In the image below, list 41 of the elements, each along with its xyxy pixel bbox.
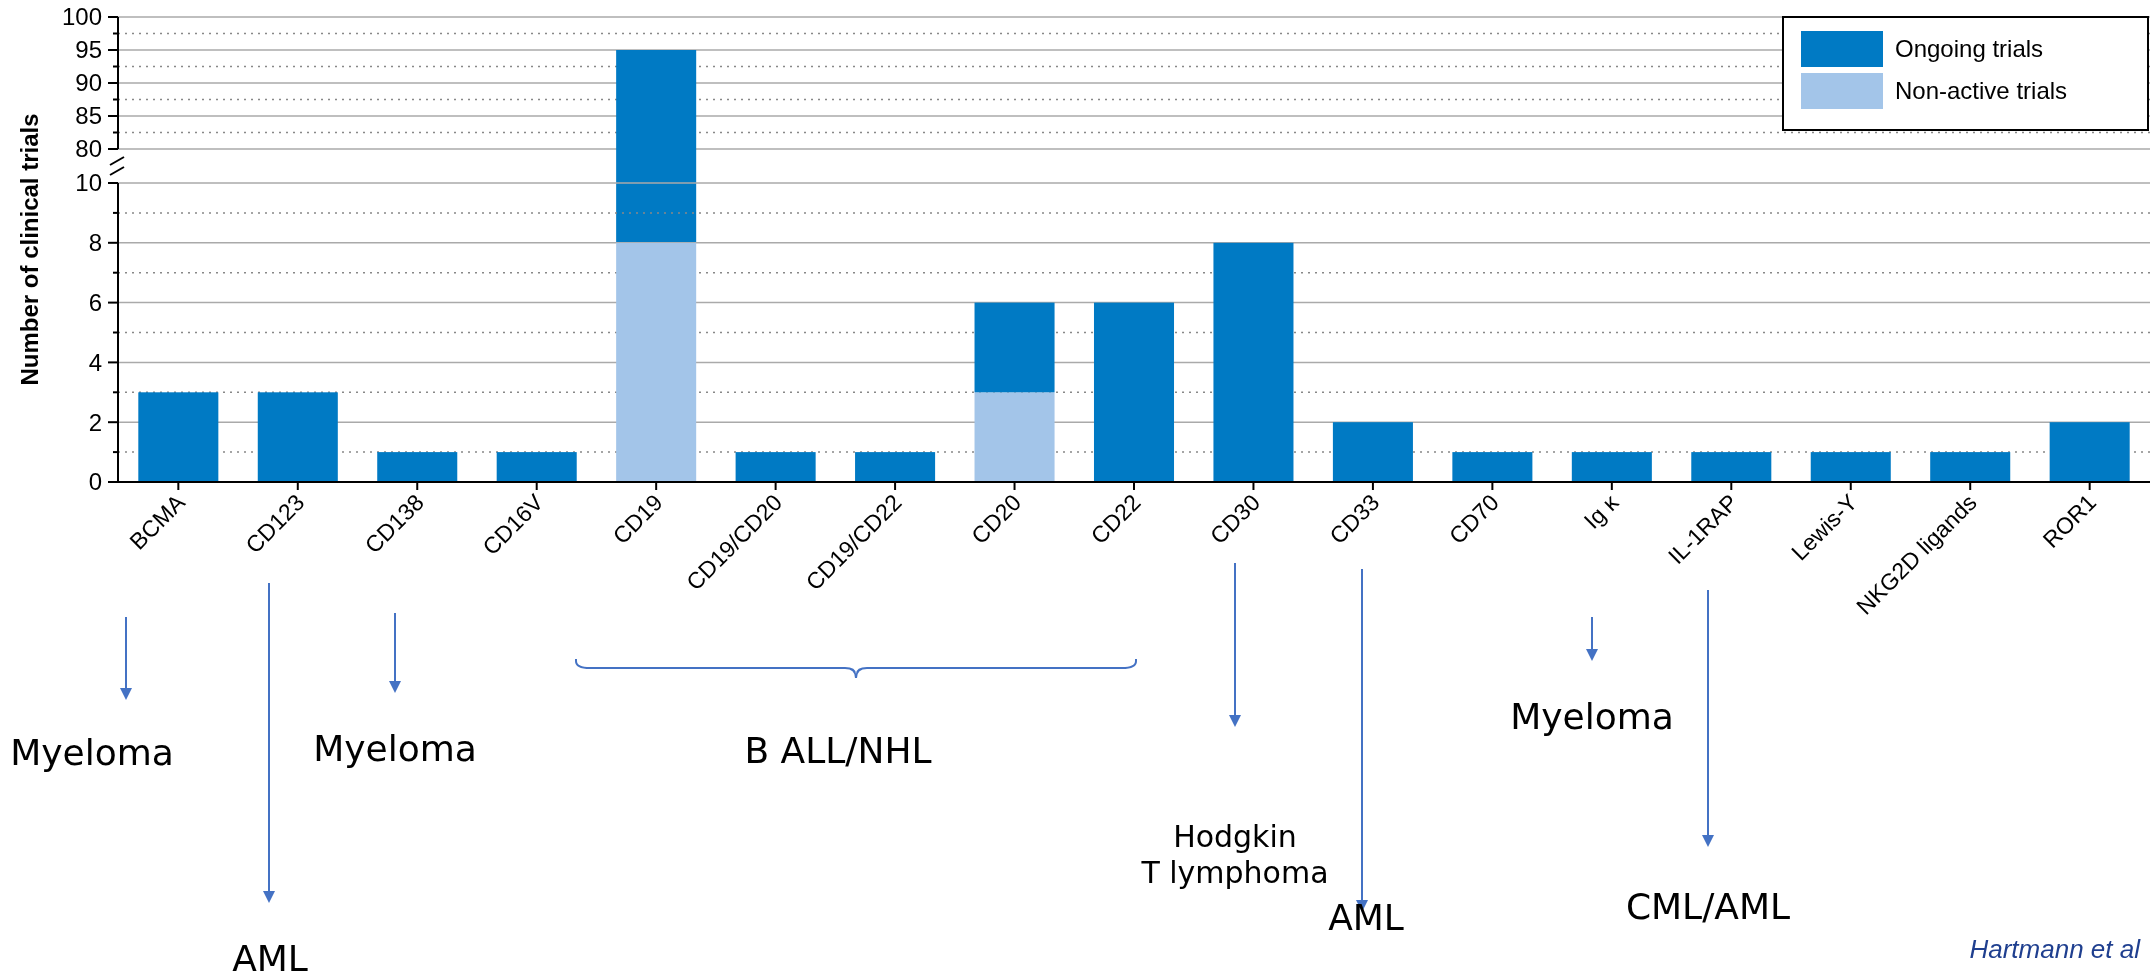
y-tick-label: 8 [88, 229, 102, 257]
bar [496, 452, 577, 482]
bar [1930, 452, 2011, 482]
bar [138, 392, 219, 482]
text: Hartmann et al [1969, 934, 2142, 964]
text: CML/AML [1625, 885, 1791, 927]
bar [1452, 452, 1533, 482]
bar [1571, 452, 1652, 482]
bar [257, 392, 338, 482]
y-tick-label: 95 [75, 36, 102, 64]
text: Myeloma [313, 727, 477, 769]
y-tick-label: 80 [75, 135, 102, 163]
bar [1810, 452, 1891, 482]
y-tick-label: 90 [75, 69, 102, 97]
y-axis-title: Number of clinical trials [16, 113, 43, 386]
bar [1213, 242, 1294, 482]
y-tick-label: 4 [88, 348, 102, 376]
text: Myeloma [10, 731, 174, 773]
y-tick-label: 0 [88, 468, 102, 496]
y-tick-label: 6 [88, 289, 102, 316]
text: Myeloma [1510, 695, 1674, 737]
bar [974, 392, 1055, 482]
y-tick-label: 10 [75, 169, 102, 197]
bar [1332, 422, 1413, 482]
text: B ALL/NHL [744, 729, 932, 771]
bar [2049, 422, 2130, 482]
x-tick-label: Ig κ [1578, 488, 1624, 534]
y-tick-label: 2 [88, 408, 102, 436]
bar [735, 452, 816, 482]
bar [1691, 452, 1772, 482]
y-tick-label: 85 [75, 102, 102, 130]
bar [855, 452, 936, 482]
y-tick-label: 100 [61, 3, 102, 31]
text: Hodgkin T lymphoma [1140, 819, 1329, 890]
text: AML [1328, 896, 1404, 938]
bar [1093, 302, 1175, 482]
text: AML [232, 937, 308, 975]
bar [377, 452, 458, 482]
legend-label: Ongoing trials [1895, 35, 2044, 63]
legend-label: Non-active trials [1895, 77, 2068, 105]
bar [974, 302, 1055, 393]
